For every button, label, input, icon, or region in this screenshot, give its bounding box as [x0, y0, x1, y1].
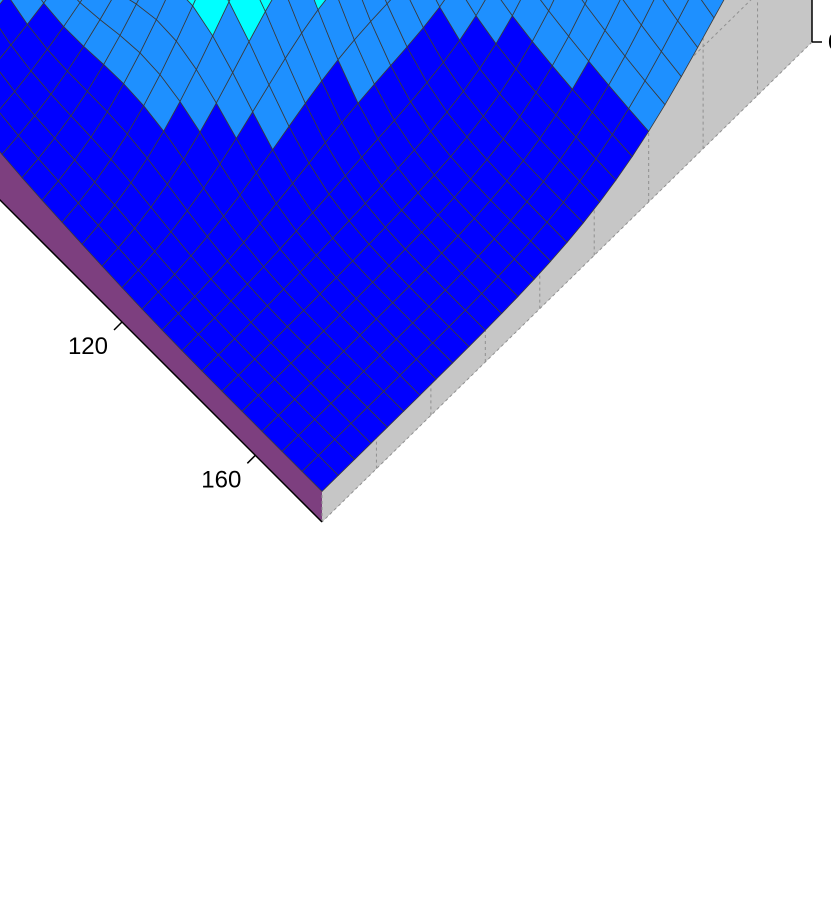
surface-mesh [0, 0, 725, 492]
surface-cell [192, 0, 230, 37]
surface-cell [227, 0, 231, 3]
surface-cell [259, 0, 273, 13]
surface-cell [622, 0, 655, 26]
surface-cell [465, 0, 486, 17]
surface-cell [135, 0, 166, 21]
surface-cell [288, 0, 319, 34]
surface-cell [10, 0, 45, 25]
z-tick-label: 0.0 [828, 29, 831, 56]
x-tick-label: 120 [68, 333, 108, 360]
gridline [321, 41, 813, 523]
surface-cell [43, 0, 81, 28]
surface-cell [313, 0, 327, 11]
surface-cell [409, 0, 441, 29]
surface-cell [500, 0, 521, 17]
axes: 0408012016040801201600.00.20.4 [0, 0, 831, 523]
x-tick-mark [113, 321, 123, 331]
surface-cell [700, 0, 725, 19]
x-axis-line [0, 198, 323, 523]
x-tick-label: 160 [201, 466, 241, 493]
surface-cell [186, 0, 196, 7]
x-tick-mark [246, 454, 256, 464]
surface-cell [361, 0, 388, 23]
surface-cell [79, 0, 112, 21]
surface-cell [540, 0, 555, 12]
surface-cell [662, 0, 689, 22]
surface-cell [0, 0, 4, 5]
surface-cell [435, 0, 445, 8]
surface-cell [129, 0, 139, 5]
surface-cell [77, 0, 83, 4]
surface-cell [581, 0, 588, 5]
surface-cell [228, 0, 266, 43]
surface-cell [385, 0, 392, 5]
surface-cell [584, 0, 621, 32]
surface-cell [41, 0, 47, 4]
surface-cell [548, 0, 586, 37]
